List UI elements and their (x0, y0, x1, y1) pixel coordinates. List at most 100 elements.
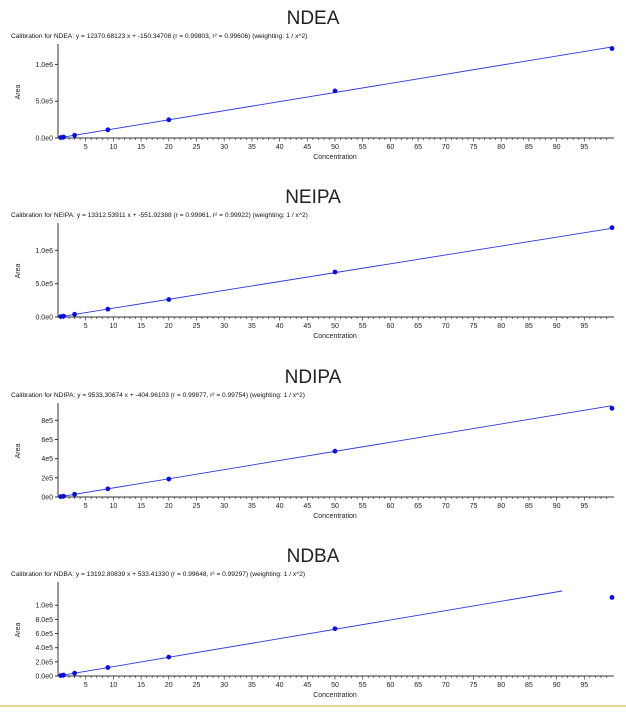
y-tick-label: 6e5 (41, 437, 53, 444)
x-tick-label: 15 (137, 144, 145, 151)
x-tick-label: 25 (193, 144, 201, 151)
x-tick-label: 5 (84, 503, 88, 510)
x-tick-label: 40 (276, 323, 284, 330)
data-point (332, 448, 338, 454)
x-axis-title: Concentration (313, 154, 357, 161)
x-tick-label: 50 (331, 503, 339, 510)
x-tick-label: 90 (553, 323, 561, 330)
data-point (105, 306, 111, 312)
chart-title: NEIPA (285, 187, 341, 208)
x-tick-label: 60 (387, 503, 395, 510)
x-tick-label: 5 (84, 144, 88, 151)
fit-line (59, 590, 563, 677)
x-tick-label: 25 (193, 323, 201, 330)
x-tick-label: 55 (359, 323, 367, 330)
x-tick-label: 90 (553, 144, 561, 151)
calibration-equation: Calibration for NDIPA: y = 9533.30674 x … (11, 392, 306, 399)
x-axis-title: Concentration (313, 692, 357, 699)
x-tick-label: 55 (359, 503, 367, 510)
x-tick-label: 75 (470, 323, 478, 330)
x-tick-label: 90 (553, 682, 561, 689)
data-point (72, 132, 78, 138)
data-point (61, 493, 66, 499)
x-tick-label: 40 (276, 503, 284, 510)
y-tick-label: 1.0e6 (35, 62, 53, 69)
data-point (72, 311, 78, 317)
x-tick-label: 80 (497, 503, 505, 510)
y-tick-label: 2e5 (41, 475, 53, 482)
chart-title: NDBA (286, 546, 340, 567)
y-tick-label: 0e0 (41, 495, 53, 502)
data-point (166, 654, 172, 660)
x-tick-label: 40 (276, 682, 284, 689)
data-point (332, 88, 338, 94)
x-tick-label: 10 (110, 144, 118, 151)
x-tick-label: 65 (414, 682, 422, 689)
data-point (332, 269, 338, 275)
chart-title: NDEA (286, 8, 340, 29)
data-point (72, 491, 78, 497)
x-tick-label: 65 (414, 323, 422, 330)
data-point (166, 297, 172, 302)
data-point (105, 665, 111, 670)
x-tick-label: 85 (525, 682, 533, 689)
x-tick-label: 25 (193, 682, 201, 689)
x-tick-label: 70 (442, 503, 450, 510)
data-point (609, 46, 615, 51)
x-tick-label: 65 (414, 144, 422, 151)
plot-area: 0.0e0 2.0e5 4.0e5 6.0e5 8.0e5 1.0e6 5 10 15 20 25 3… (15, 582, 615, 699)
x-tick-label: 40 (276, 144, 284, 151)
x-tick-label: 15 (137, 682, 145, 689)
x-tick-label: 10 (110, 682, 118, 689)
x-tick-label: 60 (387, 144, 395, 151)
x-tick-label: 75 (470, 144, 478, 151)
x-tick-label: 35 (248, 503, 256, 510)
data-point (61, 134, 66, 140)
plot-area: 0.0e0 5.0e5 1.0e6 5 10 15 20 25 30 35 40 45 50 55 60 65… (15, 44, 615, 161)
x-tick-label: 50 (331, 682, 339, 689)
x-tick-label: 80 (497, 682, 505, 689)
x-tick-label: 35 (248, 682, 256, 689)
y-tick-label: 4.0e5 (35, 645, 53, 652)
x-tick-label: 95 (580, 503, 588, 510)
x-tick-label: 75 (470, 682, 478, 689)
x-tick-label: 95 (580, 144, 588, 151)
y-axis-title: Area (15, 85, 22, 100)
data-point (609, 595, 615, 600)
x-axis-title: Concentration (313, 333, 357, 340)
x-tick-label: 95 (580, 323, 588, 330)
y-tick-label: 2.0e5 (35, 659, 53, 666)
x-tick-label: 55 (359, 144, 367, 151)
x-tick-label: 85 (525, 144, 533, 151)
bottom-divider (0, 705, 626, 707)
x-tick-label: 85 (525, 323, 533, 330)
x-tick-label: 20 (165, 144, 173, 151)
y-axis-title: Area (15, 623, 22, 638)
y-tick-label: 4e5 (41, 456, 53, 463)
y-tick-label: 5.0e5 (35, 281, 53, 288)
x-tick-label: 15 (137, 323, 145, 330)
data-point (72, 670, 78, 676)
data-point (609, 405, 615, 411)
x-tick-label: 25 (193, 503, 201, 510)
x-tick-label: 80 (497, 144, 505, 151)
x-tick-label: 85 (525, 503, 533, 510)
x-tick-label: 55 (359, 682, 367, 689)
x-tick-label: 45 (303, 323, 311, 330)
calibration-equation: Calibration for NDEA: y = 12370.68123 x … (11, 33, 308, 40)
x-tick-label: 70 (442, 144, 450, 151)
y-tick-label: 6.0e5 (35, 631, 53, 638)
x-tick-label: 45 (303, 503, 311, 510)
x-tick-label: 70 (442, 682, 450, 689)
y-tick-label: 1.0e6 (35, 248, 53, 255)
x-tick-label: 30 (220, 682, 228, 689)
x-tick-label: 75 (470, 503, 478, 510)
data-point (609, 225, 615, 231)
x-tick-label: 20 (165, 682, 173, 689)
x-tick-label: 35 (248, 144, 256, 151)
x-tick-label: 65 (414, 503, 422, 510)
x-tick-label: 95 (580, 682, 588, 689)
chart-title: NDIPA (284, 367, 342, 388)
x-tick-label: 45 (303, 682, 311, 689)
data-point (61, 672, 66, 678)
